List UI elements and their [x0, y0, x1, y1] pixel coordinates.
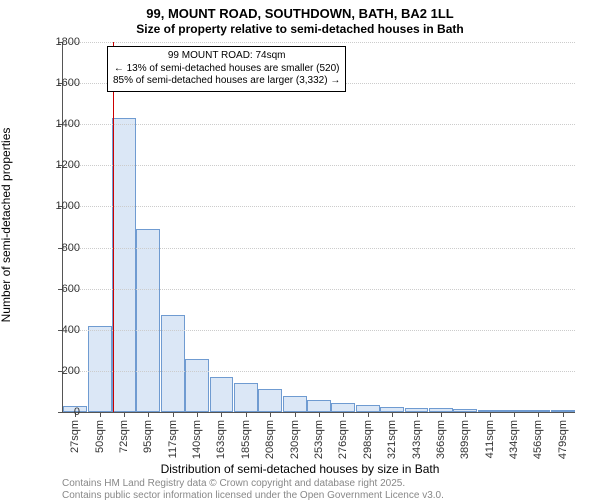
xtick-label: 434sqm [508, 420, 520, 459]
xtick-label: 366sqm [435, 420, 447, 459]
annotation-line: ← 13% of semi-detached houses are smalle… [113, 63, 340, 76]
ytick-label: 600 [40, 283, 80, 295]
xtick-label: 456sqm [532, 420, 544, 459]
xtick-label: 253sqm [313, 420, 325, 459]
bar [210, 377, 234, 412]
ytick-label: 1000 [40, 200, 80, 212]
xtick-mark [343, 412, 344, 417]
xtick-label: 389sqm [459, 420, 471, 459]
gridline [63, 124, 575, 125]
xtick-mark [392, 412, 393, 417]
annotation-line: 85% of semi-detached houses are larger (… [113, 75, 340, 88]
annotation-line: 99 MOUNT ROAD: 74sqm [113, 50, 340, 63]
xtick-mark [417, 412, 418, 417]
bar [88, 326, 112, 412]
xtick-mark [221, 412, 222, 417]
gridline [63, 42, 575, 43]
bar [136, 229, 160, 412]
xtick-label: 72sqm [118, 420, 130, 453]
ytick-label: 1600 [40, 77, 80, 89]
ytick-label: 800 [40, 242, 80, 254]
xtick-label: 117sqm [167, 420, 179, 458]
gridline [63, 289, 575, 290]
bars-layer [63, 42, 575, 412]
bar [283, 396, 307, 412]
chart-title-line1: 99, MOUNT ROAD, SOUTHDOWN, BATH, BA2 1LL [0, 6, 600, 21]
xtick-label: 321sqm [386, 420, 398, 459]
bar [356, 405, 380, 412]
ytick-label: 1200 [40, 159, 80, 171]
xtick-label: 411sqm [484, 420, 496, 458]
gridline [63, 330, 575, 331]
x-axis-label: Distribution of semi-detached houses by … [0, 462, 600, 476]
xtick-label: 27sqm [69, 420, 81, 453]
bar [258, 389, 282, 412]
xtick-mark [563, 412, 564, 417]
xtick-label: 343sqm [411, 420, 423, 459]
xtick-label: 140sqm [191, 420, 203, 459]
xtick-mark [538, 412, 539, 417]
ytick-label: 200 [40, 365, 80, 377]
xtick-mark [368, 412, 369, 417]
xtick-label: 298sqm [362, 420, 374, 459]
xtick-label: 185sqm [240, 420, 252, 459]
bar [112, 118, 136, 412]
xtick-mark [295, 412, 296, 417]
annotation-box: 99 MOUNT ROAD: 74sqm← 13% of semi-detach… [107, 46, 346, 92]
gridline [63, 165, 575, 166]
xtick-mark [441, 412, 442, 417]
bar [185, 359, 209, 412]
xtick-mark [246, 412, 247, 417]
gridline [63, 248, 575, 249]
bar [234, 383, 258, 412]
xtick-label: 479sqm [557, 420, 569, 459]
footer-line2: Contains public sector information licen… [62, 490, 444, 500]
xtick-mark [465, 412, 466, 417]
marker-line [113, 42, 114, 412]
xtick-label: 230sqm [289, 420, 301, 459]
xtick-mark [197, 412, 198, 417]
ytick-label: 400 [40, 324, 80, 336]
xtick-mark [173, 412, 174, 417]
gridline [63, 206, 575, 207]
xtick-label: 163sqm [215, 420, 227, 459]
gridline [63, 371, 575, 372]
xtick-label: 276sqm [337, 420, 349, 459]
xtick-label: 95sqm [142, 420, 154, 453]
xtick-mark [490, 412, 491, 417]
y-axis-label: Number of semi-detached properties [0, 128, 13, 323]
xtick-mark [148, 412, 149, 417]
ytick-label: 0 [40, 406, 80, 418]
ytick-label: 1400 [40, 118, 80, 130]
xtick-mark [124, 412, 125, 417]
chart-container: { "chart": { "type": "histogram", "title… [0, 0, 600, 500]
plot-area: 99 MOUNT ROAD: 74sqm← 13% of semi-detach… [62, 42, 575, 413]
footer-line1: Contains HM Land Registry data © Crown c… [62, 478, 405, 489]
xtick-mark [514, 412, 515, 417]
xtick-mark [270, 412, 271, 417]
bar [331, 403, 355, 412]
xtick-label: 208sqm [264, 420, 276, 459]
xtick-mark [100, 412, 101, 417]
ytick-label: 1800 [40, 36, 80, 48]
chart-title-line2: Size of property relative to semi-detach… [0, 22, 600, 36]
bar [307, 400, 331, 412]
xtick-label: 50sqm [94, 420, 106, 453]
xtick-mark [319, 412, 320, 417]
